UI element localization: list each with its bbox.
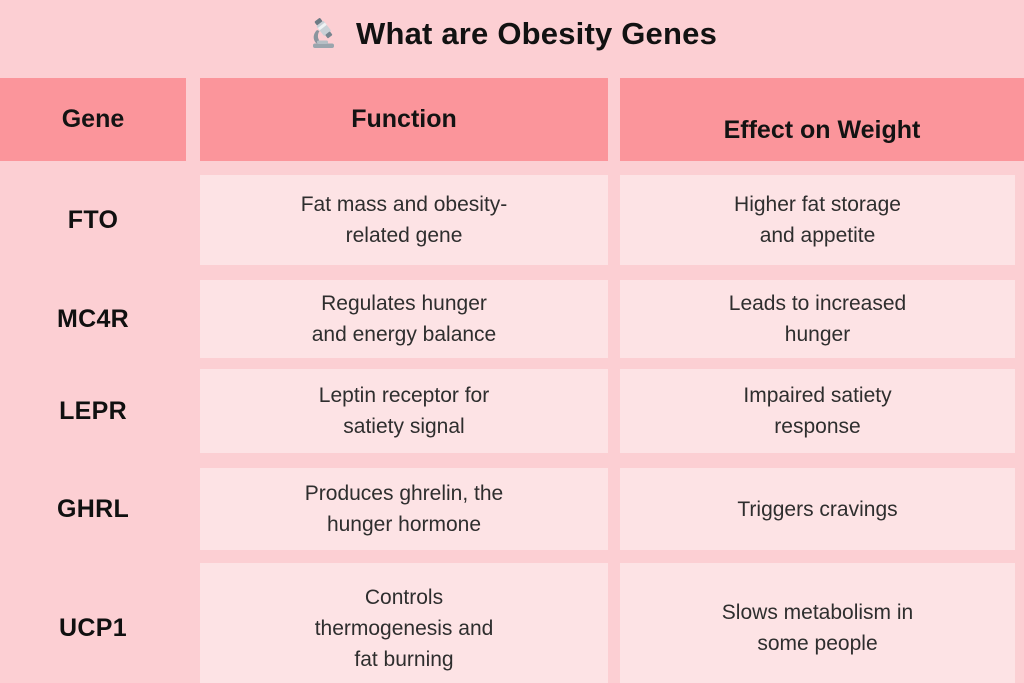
microscope-icon [312,18,334,48]
gene-cell: FTO [67,205,119,234]
column-gutter [608,468,620,550]
column-gutter [608,369,620,453]
column-gutter [186,369,200,453]
column-gutter [186,175,200,265]
column-gutter [186,468,200,550]
effect-text: Impaired satiety response [743,384,892,438]
table-header-row: Gene Function Effect on Weight [0,78,1024,161]
function-cell: Regulates hunger and energy balance [200,280,608,358]
effect-cell: Slows metabolism in some people [620,563,1015,683]
header-label-effect: Effect on Weight [723,116,921,144]
function-text: Produces ghrelin, the hunger hormone [304,482,504,536]
effect-cell: Leads to increased hunger [620,280,1015,358]
title-bar: What are Obesity Genes [0,0,1024,78]
effect-cell: Impaired satiety response [620,369,1015,453]
column-gutter [608,78,620,161]
effect-cell: Higher fat storage and appetite [620,175,1015,265]
function-text: Leptin receptor for satiety signal [318,384,490,438]
column-gutter [186,78,200,161]
table-row: FTO Fat mass and obesity- related gene H… [0,175,1024,265]
table-row: UCP1 Controls thermogenesis and fat burn… [0,563,1024,683]
header-label-gene: Gene [61,105,125,133]
function-text: Regulates hunger and energy balance [311,292,497,346]
header-cell-effect: Effect on Weight [620,78,1024,161]
effect-text: Leads to increased hunger [728,292,907,346]
function-cell: Controls thermogenesis and fat burning [200,563,608,683]
table-row: GHRL Produces ghrelin, the hunger hormon… [0,468,1024,550]
column-gutter [608,563,620,683]
column-gutter [608,280,620,358]
column-gutter [186,563,200,683]
effect-text: Slows metabolism in some people [721,601,914,655]
header-label-function: Function [351,105,457,133]
header-cell-gene: Gene [0,78,186,161]
function-cell: Produces ghrelin, the hunger hormone [200,468,608,550]
page-title: What are Obesity Genes [355,16,718,51]
effect-cell: Triggers cravings [620,468,1015,550]
table-row: LEPR Leptin receptor for satiety signal … [0,369,1024,453]
function-text: Fat mass and obesity- related gene [300,193,508,247]
column-gutter [608,175,620,265]
function-cell: Leptin receptor for satiety signal [200,369,608,453]
column-gutter [186,280,200,358]
header-cell-function: Function [200,78,608,161]
gene-cell: UCP1 [59,613,127,642]
effect-text: Triggers cravings [737,497,898,521]
function-cell: Fat mass and obesity- related gene [200,175,608,265]
gene-cell: MC4R [56,304,130,333]
gene-cell: LEPR [59,396,127,425]
function-text: Controls thermogenesis and fat burning [314,585,494,671]
effect-text: Higher fat storage and appetite [734,193,901,247]
table-row: MC4R Regulates hunger and energy balance… [0,280,1024,358]
gene-cell: GHRL [56,494,130,523]
